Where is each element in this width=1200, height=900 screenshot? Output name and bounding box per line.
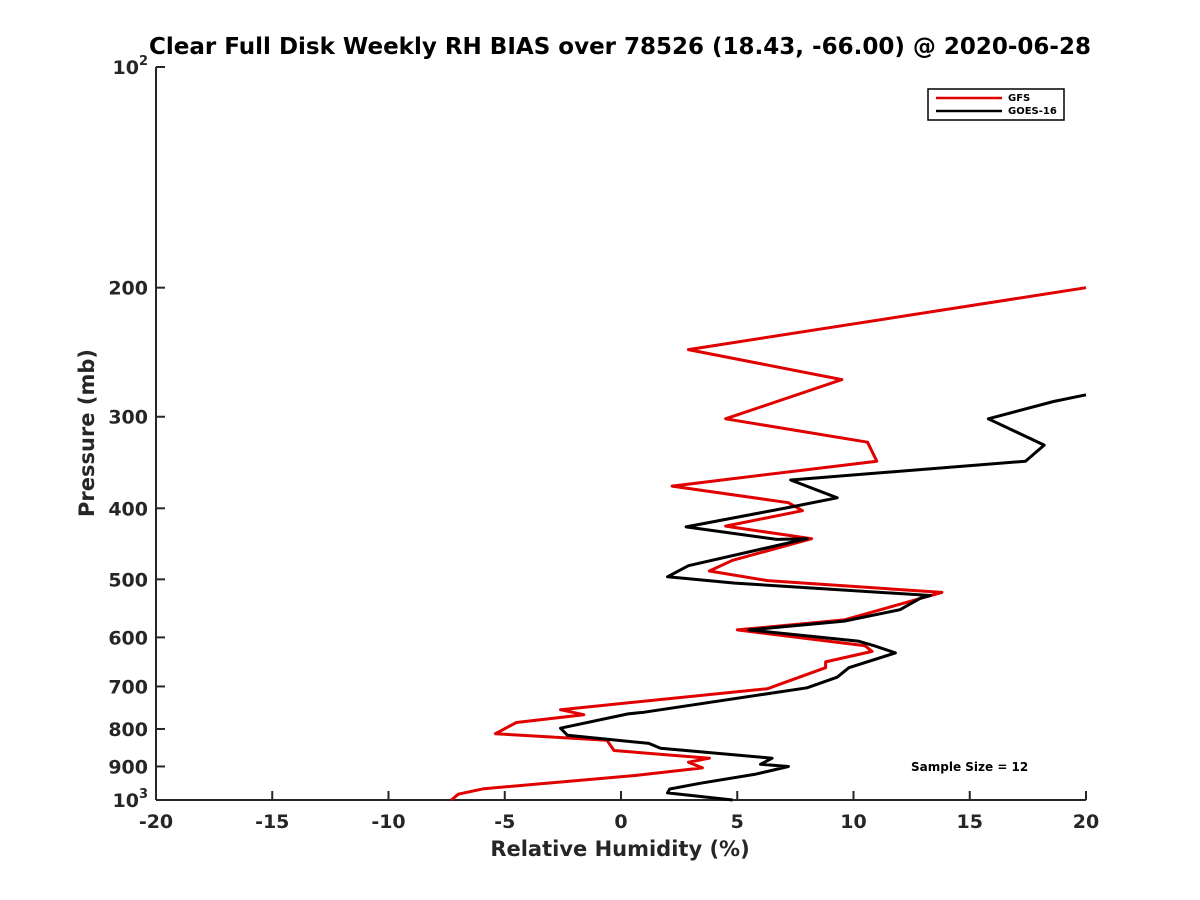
legend-label-gfs: GFS <box>1008 93 1030 104</box>
y-tick-label: 500 <box>108 569 148 591</box>
x-tick-label: 0 <box>614 811 627 833</box>
x-axis-label: Relative Humidity (%) <box>490 837 749 861</box>
y-tick-exponent: 3 <box>139 787 148 802</box>
y-tick-base: 10 <box>113 790 139 812</box>
x-tick-label: -15 <box>255 811 289 833</box>
x-tick-label: 10 <box>840 811 866 833</box>
legend-label-goes16: GOES-16 <box>1008 106 1057 117</box>
y-tick-label-power: 103 <box>113 787 149 812</box>
y-tick-label: 300 <box>108 407 148 429</box>
legend-box <box>927 88 1065 121</box>
y-tick-label: 900 <box>108 756 148 778</box>
plot-area: -20 -15 -10 -5 0 5 10 15 20102200300400500600700… <box>108 54 1099 833</box>
series-line-goes16 <box>559 393 1087 802</box>
y-tick-label: 400 <box>108 498 148 520</box>
sample-size-annotation: Sample Size = 12 <box>911 760 1028 774</box>
x-tick-label: 15 <box>957 811 983 833</box>
y-tick-base: 10 <box>113 57 139 79</box>
y-tick-label: 600 <box>108 627 148 649</box>
x-tick-label: 20 <box>1073 811 1099 833</box>
legend: GFS GOES-16 <box>927 88 1065 121</box>
x-tick-label: -5 <box>494 811 515 833</box>
y-axis-label: Pressure (mb) <box>75 349 99 517</box>
y-tick-label: 200 <box>108 278 148 300</box>
y-tick-label: 700 <box>108 676 148 698</box>
y-tick-label: 800 <box>108 719 148 741</box>
y-tick-exponent: 2 <box>139 54 148 69</box>
x-tick-label: -20 <box>139 811 173 833</box>
series-line-gfs <box>450 286 1087 802</box>
y-tick-label-power: 102 <box>113 54 149 79</box>
x-tick-label: -10 <box>371 811 405 833</box>
x-tick-label: 5 <box>731 811 744 833</box>
chart-title: Clear Full Disk Weekly RH BIAS over 7852… <box>149 34 1091 60</box>
